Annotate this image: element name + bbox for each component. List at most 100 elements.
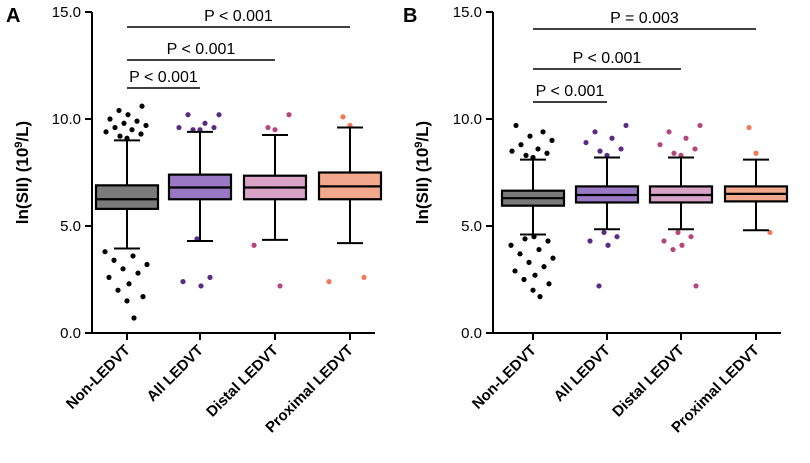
outlier-dot <box>361 274 367 280</box>
outlier-dot <box>518 142 524 148</box>
p-value-label: P < 0.001 <box>204 8 273 25</box>
y-tick-label: 10.0 <box>453 111 482 128</box>
outlier-dot <box>202 120 208 126</box>
outlier-dot <box>116 107 122 114</box>
outlier-dot <box>144 261 150 268</box>
outlier-dot <box>609 135 615 141</box>
outlier-dot <box>666 129 672 135</box>
x-category-label: Distal LEDVT <box>203 342 282 421</box>
outlier-dot <box>753 150 759 156</box>
y-tick-label: 10.0 <box>52 111 81 128</box>
outlier-dot <box>688 234 694 240</box>
y-tick-label: 0.0 <box>461 325 482 342</box>
outlier-dot <box>537 294 543 300</box>
outlier-dot <box>679 242 685 248</box>
outlier-dot <box>657 142 663 148</box>
outlier-dot <box>125 112 131 118</box>
outlier-dot <box>135 270 141 276</box>
outlier-dot <box>185 112 191 118</box>
panel-label: B <box>403 5 417 27</box>
outlier-dot <box>661 238 667 244</box>
y-axis-title: ln(SII) (109/L) <box>413 121 432 224</box>
outlier-dot <box>517 251 523 257</box>
outlier-dot <box>117 133 123 139</box>
outlier-dot <box>618 146 624 152</box>
outlier-dot <box>527 133 533 139</box>
outlier-dot <box>601 229 607 236</box>
p-value-label: P < 0.001 <box>167 41 236 58</box>
outlier-dot <box>286 112 292 118</box>
outlier-dot <box>251 242 257 248</box>
outlier-dot <box>683 135 689 141</box>
outlier-dot <box>530 287 536 293</box>
panel-b: Bln(SII) (109/L) 0.0 5.0 10.0 15.0 Non-LEDVT A… <box>403 4 789 436</box>
outlier-dot <box>670 246 676 253</box>
outlier-dot <box>508 242 514 248</box>
outlier-dot <box>605 242 611 248</box>
outlier-dot <box>211 124 217 131</box>
p-value-label: P < 0.001 <box>573 50 642 67</box>
outlier-dot <box>532 272 538 278</box>
outlier-dot <box>521 276 527 283</box>
outlier-dot <box>692 146 698 152</box>
outlier-dot <box>216 112 222 118</box>
outlier-dot <box>545 238 551 244</box>
outlier-dot <box>326 279 332 285</box>
outlier-dot <box>671 150 677 156</box>
outlier-dot <box>544 150 550 156</box>
outlier-dot <box>583 139 589 146</box>
outlier-dot <box>697 122 703 129</box>
outlier-dot <box>540 129 546 135</box>
y-tick-label: 0.0 <box>60 325 81 342</box>
outlier-dot <box>106 274 112 280</box>
outlier-dot <box>513 122 519 129</box>
outlier-dot <box>272 127 278 133</box>
x-category-label: Non-LEDVT <box>63 342 134 413</box>
outlier-dot <box>522 236 528 242</box>
outlier-dot <box>340 114 346 120</box>
box <box>94 184 160 210</box>
outlier-dot <box>746 124 752 131</box>
outlier-dot <box>597 148 603 154</box>
x-category-label: All LEDVT <box>144 342 207 405</box>
outlier-dot <box>130 253 136 259</box>
outlier-dot <box>120 266 126 272</box>
y-axis-title: ln(SII) (109/L) <box>13 121 32 224</box>
outlier-dot <box>587 238 593 244</box>
outlier-dot <box>129 127 135 133</box>
outlier-dot <box>138 131 144 137</box>
x-category-label: Non-LEDVT <box>469 342 540 413</box>
y-tick-label: 5.0 <box>60 218 81 235</box>
outlier-dot <box>541 264 547 270</box>
outlier-dot <box>134 118 140 124</box>
outlier-dot <box>623 122 629 129</box>
outlier-dot <box>675 229 681 236</box>
outlier-dot <box>550 255 556 261</box>
outlier-dot <box>111 257 117 263</box>
p-value-label: P = 0.003 <box>610 10 679 27</box>
y-tick-label: 15.0 <box>52 4 81 21</box>
outlier-dot <box>139 103 145 109</box>
outlier-dot <box>126 281 132 287</box>
outlier-dot <box>523 152 529 158</box>
outlier-dot <box>207 274 213 280</box>
outlier-dot <box>546 281 552 287</box>
outlier-dot <box>198 283 204 289</box>
outlier-dot <box>143 122 149 129</box>
outlier-dot <box>693 283 699 289</box>
outlier-dot <box>277 283 283 289</box>
outlier-dot <box>121 120 127 126</box>
outlier-dot <box>614 234 620 240</box>
outlier-dot <box>115 287 121 293</box>
y-tick-label: 15.0 <box>453 4 482 21</box>
x-category-label: All LEDVT <box>551 342 614 405</box>
outlier-dot <box>536 246 542 253</box>
outlier-dot <box>124 298 130 304</box>
outlier-dot <box>103 129 109 135</box>
outlier-dot <box>180 279 186 285</box>
panel-label: A <box>6 5 20 27</box>
outlier-dot <box>107 116 113 122</box>
outlier-dot <box>102 249 108 255</box>
panel-a: Aln(SII) (109/L) 0.0 5.0 10.0 15.0 Non-LEDVT A… <box>6 4 383 436</box>
